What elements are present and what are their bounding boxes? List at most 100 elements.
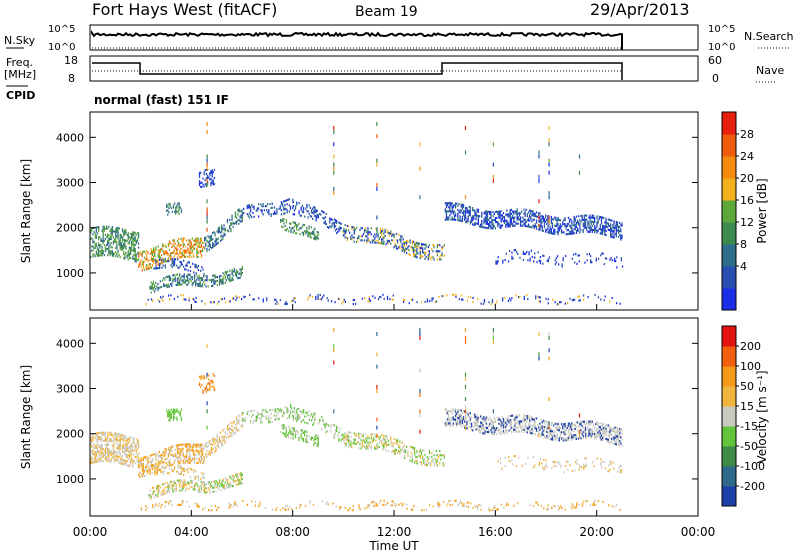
echo-cell [166,284,168,287]
echo-cell [175,485,177,488]
echo-cell [238,218,240,221]
echo-cell [500,220,502,223]
echo-cell [438,244,440,247]
echo-cell [502,424,505,427]
echo-cell [333,187,335,191]
echo-cell [261,421,263,424]
echo-cell [395,443,398,446]
echo-cell [125,443,127,446]
echo-cell [176,448,179,451]
echo-cell [161,266,163,269]
echo-cell [523,414,525,417]
echo-cell [575,435,578,438]
echo-cell [535,211,538,214]
echo-cell [183,243,185,246]
echo-cell [375,435,377,438]
echo-cell [317,233,319,236]
echo-cell [500,422,502,425]
echo-cell [163,483,165,486]
echo-cell [172,262,174,265]
echo-cell [470,296,472,299]
echo-cell [526,215,528,218]
echo-cell [158,461,160,464]
echo-cell [168,462,171,465]
echo-cell [212,284,214,287]
echo-cell [387,239,390,242]
echo-cell [198,490,200,493]
echo-cell [422,243,424,246]
echo-cell [262,415,264,418]
echo-cell [610,256,612,259]
echo-cell [90,229,92,232]
echo-cell [222,276,224,279]
echo-cell [125,435,127,438]
echo-cell [110,238,112,241]
echo-cell [616,302,618,305]
echo-cell [214,438,216,441]
echo-cell [535,215,538,218]
echo-cell [98,248,100,251]
echo-cell [288,204,290,207]
echo-cell [608,229,611,232]
echo-cell [157,289,159,292]
echo-cell [198,276,200,279]
echo-cell [178,206,180,209]
echo-cell [271,202,273,205]
echo-cell [549,231,551,234]
echo-cell [289,226,291,229]
colorbar-tick-label: 28 [740,128,754,141]
echo-cell [603,435,605,438]
echo-cell [424,243,426,246]
echo-cell [222,435,224,438]
echo-cell [248,204,251,207]
echo-cell [113,434,116,437]
echo-cell [401,247,403,250]
echo-cell [376,187,378,191]
echo-cell [141,261,143,264]
echo-cell [453,408,456,411]
echo-cell [196,278,198,281]
echo-cell [284,204,286,207]
echo-cell [452,210,454,213]
echo-cell [583,422,585,425]
echo-cell [394,242,396,245]
echo-cell [157,287,159,290]
echo-cell [599,428,601,431]
echo-cell [328,424,330,427]
echo-cell [195,443,197,446]
echo-cell [301,210,304,213]
echo-cell [206,176,209,179]
echo-cell [431,452,433,455]
echo-cell [222,235,224,238]
echo-cell [573,424,575,427]
echo-cell [366,239,368,242]
echo-cell [120,456,123,459]
echo-cell [155,452,157,455]
echo-cell [178,444,180,447]
echo-cell [143,260,146,263]
echo-cell [286,209,288,212]
echo-cell [401,245,403,248]
echo-cell [411,240,413,243]
echo-cell [128,240,131,243]
echo-cell [124,239,126,242]
echo-cell [235,220,238,223]
echo-cell [140,259,142,262]
echo-cell [204,279,206,282]
echo-cell [589,226,591,229]
echo-cell [154,490,156,493]
echo-cell [102,231,104,234]
echo-cell [92,241,94,244]
echo-cell [288,416,290,419]
echo-cell [193,488,196,491]
echo-cell [153,251,155,254]
echo-cell [436,464,439,467]
echo-cell [151,253,154,256]
echo-cell [503,421,506,424]
echo-cell [438,250,440,253]
echo-cell [120,438,123,441]
echo-cell [188,299,190,302]
echo-cell [285,207,287,210]
echo-cell [150,281,152,284]
echo-cell [547,302,549,305]
